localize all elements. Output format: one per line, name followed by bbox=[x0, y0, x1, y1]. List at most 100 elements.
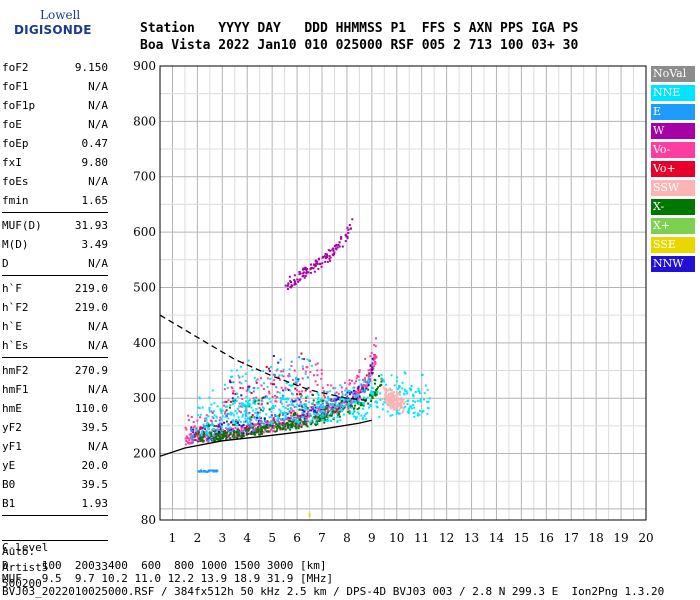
trace-point bbox=[190, 435, 193, 438]
y-tick-label: 500 bbox=[133, 280, 156, 294]
trace-point bbox=[370, 370, 373, 373]
autoscaling-line: Artist5 bbox=[2, 561, 49, 574]
trace-point bbox=[232, 390, 235, 393]
trace-point bbox=[288, 424, 291, 427]
trace-point bbox=[261, 406, 264, 409]
trace-point bbox=[382, 386, 385, 389]
trace-point bbox=[215, 437, 218, 440]
trace-point bbox=[297, 416, 300, 419]
trace-point bbox=[295, 424, 298, 427]
trace-point bbox=[261, 400, 264, 403]
trace-point bbox=[218, 424, 221, 427]
trace-point bbox=[287, 426, 290, 429]
trace-point bbox=[321, 402, 324, 405]
trace-point bbox=[330, 402, 333, 405]
trace-point bbox=[374, 392, 377, 395]
trace-point bbox=[368, 380, 371, 383]
trace-oblique-ssw- bbox=[381, 386, 407, 414]
trace-point bbox=[326, 397, 329, 400]
param-label: fmin bbox=[2, 194, 29, 207]
trace-point bbox=[228, 413, 231, 416]
trace-point bbox=[194, 434, 197, 437]
trace-point bbox=[356, 398, 359, 401]
trace-point bbox=[240, 427, 243, 430]
trace-point bbox=[199, 426, 202, 429]
trace-point bbox=[385, 397, 388, 400]
trace-point bbox=[333, 245, 336, 248]
trace-point bbox=[207, 426, 210, 429]
trace-point bbox=[284, 423, 287, 426]
trace-point bbox=[208, 425, 211, 428]
trace-point bbox=[389, 405, 392, 408]
trace-point bbox=[308, 412, 311, 415]
trace-point bbox=[375, 355, 378, 358]
param-row: h`F2 219.0 bbox=[2, 298, 108, 317]
trace-point bbox=[321, 262, 324, 265]
trace-point bbox=[274, 413, 277, 416]
trace-point bbox=[335, 410, 338, 413]
trace-point bbox=[290, 426, 293, 429]
trace-point bbox=[195, 434, 198, 437]
trace-point bbox=[223, 404, 226, 407]
trace-point bbox=[222, 434, 225, 437]
trace-point bbox=[316, 406, 319, 409]
trace-point bbox=[310, 406, 313, 409]
trace-point bbox=[267, 423, 270, 426]
trace-point bbox=[282, 417, 285, 420]
trace-point bbox=[393, 408, 396, 411]
trace-point bbox=[269, 400, 272, 403]
trace-point bbox=[329, 390, 332, 393]
trace-point bbox=[230, 400, 233, 403]
trace-point bbox=[390, 398, 393, 401]
trace-point bbox=[327, 404, 330, 407]
trace-point bbox=[371, 396, 374, 399]
trace-point bbox=[284, 416, 287, 419]
trace-point bbox=[244, 417, 247, 420]
trace-point bbox=[261, 420, 264, 423]
trace-point bbox=[277, 376, 280, 379]
param-label: C-level bbox=[2, 541, 49, 554]
trace-point bbox=[368, 406, 371, 409]
trace-point bbox=[288, 368, 291, 371]
trace-point bbox=[256, 428, 259, 431]
trace-point bbox=[225, 427, 228, 430]
trace-point bbox=[295, 422, 298, 425]
trace-point bbox=[227, 417, 230, 420]
trace-point bbox=[373, 382, 376, 385]
trace-point bbox=[313, 412, 316, 415]
trace-point bbox=[281, 414, 284, 417]
trace-point bbox=[338, 412, 341, 415]
trace-point bbox=[356, 402, 359, 405]
param-row: B0 39.5 bbox=[2, 475, 108, 494]
trace-point bbox=[360, 402, 363, 405]
trace-point bbox=[316, 419, 319, 422]
trace-point bbox=[215, 416, 218, 419]
trace-point bbox=[335, 404, 338, 407]
trace-point bbox=[366, 384, 369, 387]
param-value: N/A bbox=[88, 339, 108, 352]
trace-point bbox=[257, 402, 260, 405]
trace-point bbox=[299, 272, 302, 275]
trace-point bbox=[305, 417, 308, 420]
x-tick-label: 15 bbox=[514, 531, 529, 545]
chart-tick-labels: 1 2 3 4 5 6 7 8 9 10 11 12 13 14 15 16 17 18 19 20802003004… bbox=[133, 59, 654, 545]
trace-point bbox=[226, 387, 229, 390]
trace-point bbox=[288, 417, 291, 420]
trace-point bbox=[366, 411, 369, 414]
trace-point bbox=[258, 416, 261, 419]
trace-point bbox=[244, 372, 247, 375]
trace-point bbox=[208, 432, 211, 435]
trace-point bbox=[384, 399, 387, 402]
trace-point bbox=[257, 411, 260, 414]
x-tick-label: 18 bbox=[589, 531, 604, 545]
param-row: fmin 1.65 bbox=[2, 191, 108, 210]
trace-point bbox=[313, 409, 316, 412]
trace-point bbox=[306, 425, 309, 428]
trace-point bbox=[332, 249, 335, 252]
trace-point bbox=[316, 374, 319, 377]
trace-point bbox=[241, 426, 244, 429]
trace-point bbox=[238, 434, 241, 437]
trace-point bbox=[231, 435, 234, 438]
trace-point bbox=[237, 429, 240, 432]
trace-point bbox=[235, 424, 238, 427]
